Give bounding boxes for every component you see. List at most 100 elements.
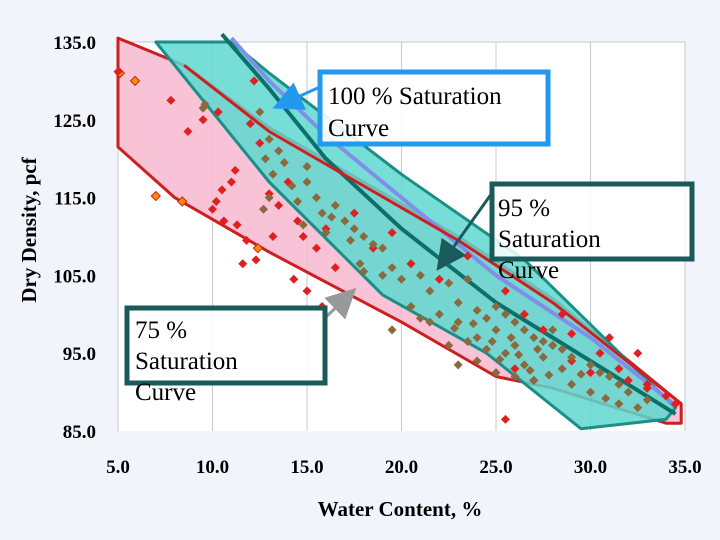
y-axis-tick-labels: 135.0 125.0 115.0 105.0 95.0 85.0 xyxy=(53,33,96,443)
point-brown-78 xyxy=(506,333,516,343)
point-brown-74 xyxy=(330,200,340,210)
callout-95-saturation: 95 % Saturation Curve xyxy=(436,181,695,284)
point-red-37 xyxy=(519,309,529,319)
point-red-8 xyxy=(230,165,240,175)
point-brown-73 xyxy=(302,161,312,171)
y-tick-label-2: 115.0 xyxy=(54,189,96,210)
point-brown-27 xyxy=(415,270,425,280)
point-brown-38 xyxy=(500,309,510,319)
point-brown-69 xyxy=(463,337,473,347)
point-brown-60 xyxy=(491,368,501,378)
point-red-22 xyxy=(268,232,278,241)
point-red-3 xyxy=(198,115,208,125)
point-brown-82 xyxy=(576,369,586,379)
point-red-26 xyxy=(302,286,312,296)
point-brown-49 xyxy=(557,344,567,354)
point-brown-22 xyxy=(378,243,388,253)
point-brown-83 xyxy=(633,403,643,413)
point-brown-61 xyxy=(510,372,520,382)
point-brown-12 xyxy=(302,177,312,187)
point-brown-34 xyxy=(453,317,463,327)
point-red-19 xyxy=(274,200,284,210)
point-red-47 xyxy=(661,391,671,401)
point-red-15 xyxy=(242,235,252,245)
callout-75-arrow xyxy=(323,287,357,320)
point-brown-66 xyxy=(472,356,482,366)
point-brown-5 xyxy=(260,154,270,164)
point-red-25 xyxy=(289,274,299,284)
point-red-43 xyxy=(604,333,614,343)
point-brown-79 xyxy=(533,344,543,354)
point-brown-42 xyxy=(519,325,529,335)
point-orange-2 xyxy=(150,190,162,202)
point-brown-39 xyxy=(510,317,520,327)
point-red-52 xyxy=(510,364,520,374)
y-tick-label-1: 125.0 xyxy=(53,111,96,132)
point-red-44 xyxy=(614,364,624,374)
x-tick-label-1: 10.0 xyxy=(196,457,229,478)
callout-100-text: 100 % Saturation Curve xyxy=(328,83,508,142)
y-tick-label-5: 85.0 xyxy=(63,422,96,443)
point-brown-59 xyxy=(519,360,529,370)
point-brown-25 xyxy=(359,267,369,277)
point-red-12 xyxy=(208,204,217,214)
point-brown-81 xyxy=(525,365,535,375)
point-brown-88 xyxy=(544,370,554,380)
point-brown-87 xyxy=(495,354,505,364)
point-brown-58 xyxy=(538,352,548,362)
point-orange-4 xyxy=(252,242,264,254)
callout-75-line-2: Saturation xyxy=(135,348,238,375)
y-tick-label-0: 135.0 xyxy=(53,33,96,54)
callout-100-arrow xyxy=(272,82,323,110)
point-brown-77 xyxy=(548,325,558,335)
point-red-41 xyxy=(586,368,595,378)
point-red-48 xyxy=(671,399,681,409)
point-orange-1 xyxy=(129,75,141,87)
point-brown-17 xyxy=(340,216,350,226)
point-red-36 xyxy=(500,286,510,296)
point-brown-23 xyxy=(387,263,397,273)
point-brown-64 xyxy=(586,387,595,397)
point-red-16 xyxy=(251,255,261,265)
point-brown-1 xyxy=(200,99,210,109)
point-red-7 xyxy=(255,138,265,148)
point-red-4 xyxy=(213,107,223,117)
point-brown-72 xyxy=(387,325,397,335)
point-red-33 xyxy=(406,259,416,269)
point-red-5 xyxy=(249,76,259,86)
y-axis-title: Dry Density, pcf xyxy=(17,156,41,302)
curve-75-saturation xyxy=(183,64,683,405)
point-brown-84 xyxy=(601,393,611,403)
point-red-50 xyxy=(500,414,510,424)
callout-95-line-1: 95 % xyxy=(498,195,550,222)
point-brown-13 xyxy=(311,193,321,203)
point-brown-30 xyxy=(463,274,473,284)
point-brown-36 xyxy=(491,302,501,312)
callout-75-text: 75 % Saturation Curve xyxy=(135,317,244,406)
point-red-49 xyxy=(567,329,577,339)
point-brown-89 xyxy=(514,350,524,360)
point-brown-16 xyxy=(321,228,331,238)
point-brown-56 xyxy=(642,395,652,405)
point-brown-14 xyxy=(317,208,327,218)
point-brown-26 xyxy=(397,274,406,284)
point-brown-3 xyxy=(264,134,274,144)
point-brown-20 xyxy=(345,235,355,245)
point-brown-86 xyxy=(468,319,478,329)
point-red-54 xyxy=(557,309,567,319)
point-red-9 xyxy=(226,177,236,187)
point-brown-62 xyxy=(529,375,539,385)
point-red-30 xyxy=(330,263,340,273)
point-brown-41 xyxy=(472,333,482,343)
point-red-6 xyxy=(245,119,255,129)
callout-75-line-1: 75 % xyxy=(135,317,187,344)
point-red-34 xyxy=(434,274,444,284)
callout-95-box xyxy=(489,181,695,262)
callout-100-line-2: Curve xyxy=(328,115,389,142)
x-tick-label-0: 5.0 xyxy=(106,457,130,478)
x-tick-label-5: 30.0 xyxy=(574,457,607,478)
y-tick-label-4: 95.0 xyxy=(63,344,96,365)
curve-100-saturation xyxy=(229,36,677,407)
point-brown-29 xyxy=(444,278,454,288)
